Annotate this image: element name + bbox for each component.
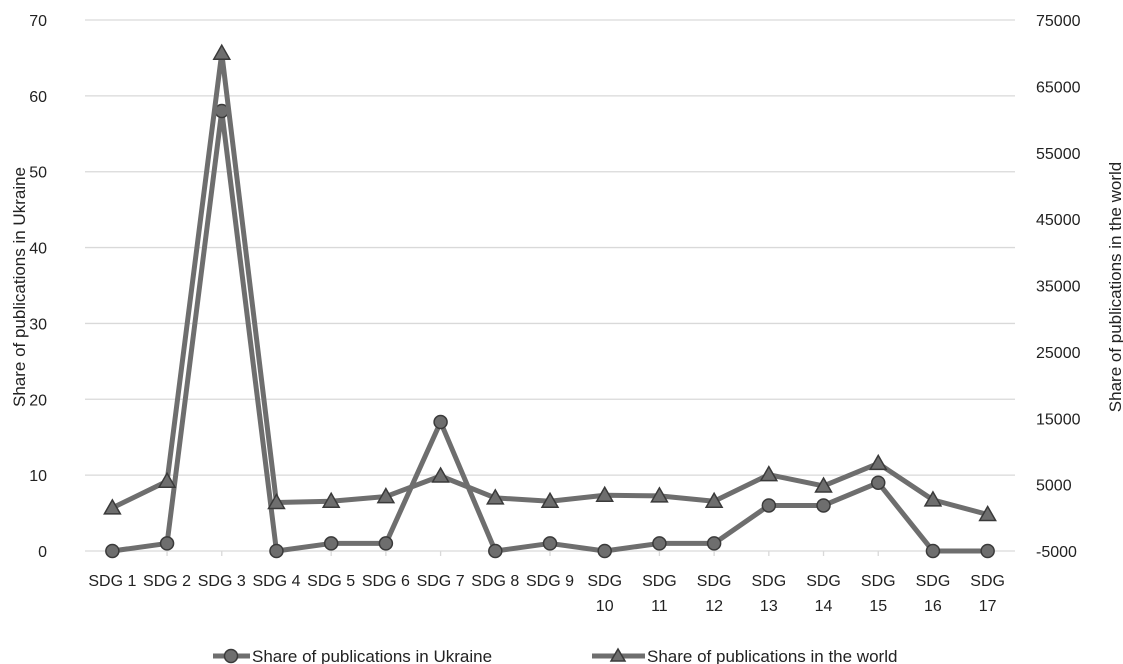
left-tick-label: 40 [29,241,47,258]
data-point-circle [597,543,612,559]
right-tick-label: 35000 [1036,279,1081,296]
x-tick-label: SDG 4 [252,573,300,590]
data-point-triangle [431,466,450,483]
data-point-triangle [212,43,232,60]
x-tick-label: SDG [861,573,896,590]
x-axis-ticks: SDG 1 SDG 2 SDG 3 SDG 4 SDG 5 SDG 6 SDG 7 SDG 8… [88,551,1005,615]
x-tick-label: SDG 5 [307,573,355,590]
legend: Share of publications in Ukraine Share o… [213,647,897,664]
data-point-circle [378,536,394,551]
legend-label-ukraine: Share of publications in Ukraine [252,647,492,664]
data-point-circle [816,498,831,513]
legend-item-ukraine: Share of publications in Ukraine [213,647,492,664]
data-point-circle [323,536,339,551]
legend-triangle-marker [609,647,627,662]
x-tick-label: 14 [815,598,833,615]
right-tick-label: -5000 [1036,544,1077,561]
right-tick-label: 75000 [1036,13,1081,30]
right-axis-title: Share of publications in the world [1106,162,1123,412]
x-tick-label: SDG 3 [198,573,246,590]
data-point-triangle [486,488,505,505]
data-point-circle [542,536,558,551]
data-point-circle [870,475,886,490]
data-point-circle [105,543,120,559]
series-layer [103,43,997,559]
left-tick-label: 10 [29,468,47,485]
left-tick-label: 60 [29,89,47,106]
data-point-triangle [704,491,724,508]
data-point-triangle [267,493,286,510]
right-tick-label: 65000 [1036,79,1081,96]
legend-item-world: Share of publications in the world [592,647,897,664]
data-point-triangle [978,504,997,522]
x-tick-label: 15 [869,598,887,615]
x-tick-label: SDG [806,573,841,590]
x-tick-label: SDG [697,573,732,590]
data-point-circle [761,498,777,513]
left-tick-label: 70 [29,13,47,30]
x-tick-label: SDG [916,573,951,590]
data-point-triangle [103,498,122,515]
right-tick-label: 55000 [1036,146,1081,163]
data-point-circle [159,536,175,551]
x-tick-label: SDG 8 [471,573,519,590]
x-tick-label: 12 [705,598,723,615]
legend-label-world: Share of publications in the world [647,647,897,664]
x-tick-label: SDG 9 [526,573,574,590]
right-tick-label: 25000 [1036,345,1081,362]
right-tick-label: 15000 [1036,411,1081,428]
left-tick-label: 50 [29,165,47,182]
data-point-circle [706,536,722,551]
data-point-circle [269,543,284,559]
right-tick-label: 45000 [1036,212,1081,229]
x-tick-label: 11 [651,598,668,615]
x-tick-label: SDG [642,573,677,590]
x-tick-label: SDG 7 [417,573,465,590]
legend-circle-marker [223,648,239,664]
data-point-triangle [540,491,560,508]
data-point-triangle [595,485,614,502]
left-axis-title: Share of publications in Ukraine [10,167,29,407]
data-point-triangle [650,486,669,503]
data-point-triangle [321,491,341,508]
data-point-triangle [376,487,396,504]
x-tick-label: 16 [924,598,942,615]
x-tick-label: SDG 6 [362,573,410,590]
gridlines [85,19,1015,552]
left-tick-label: 30 [29,316,47,333]
data-point-triangle [868,453,888,471]
data-point-circle [980,543,995,559]
right-axis-ticks: -5000 5000 15000 25000 35000 45000 55000 65000 7… [1036,13,1081,561]
x-tick-label: SDG 1 [88,573,136,590]
right-tick-label: 5000 [1036,478,1072,495]
x-tick-label: 13 [760,598,778,615]
data-point-triangle [157,471,177,489]
series-line-0 [112,108,988,554]
x-tick-label: SDG [587,573,622,590]
data-point-triangle [923,490,943,507]
data-point-circle [652,536,667,551]
data-point-circle [488,543,503,559]
left-tick-label: 20 [29,392,47,409]
x-tick-label: SDG [751,573,786,590]
left-axis-ticks: 0 10 20 30 40 50 60 70 [29,13,47,561]
x-tick-label: 17 [979,598,997,615]
x-tick-label: SDG 2 [143,573,191,590]
x-tick-label: SDG [970,573,1005,590]
data-point-triangle [814,476,833,493]
x-tick-label: 10 [596,598,614,615]
data-point-circle [925,543,941,559]
data-point-circle [433,414,448,430]
data-point-triangle [759,465,779,482]
left-tick-label: 0 [38,544,47,561]
